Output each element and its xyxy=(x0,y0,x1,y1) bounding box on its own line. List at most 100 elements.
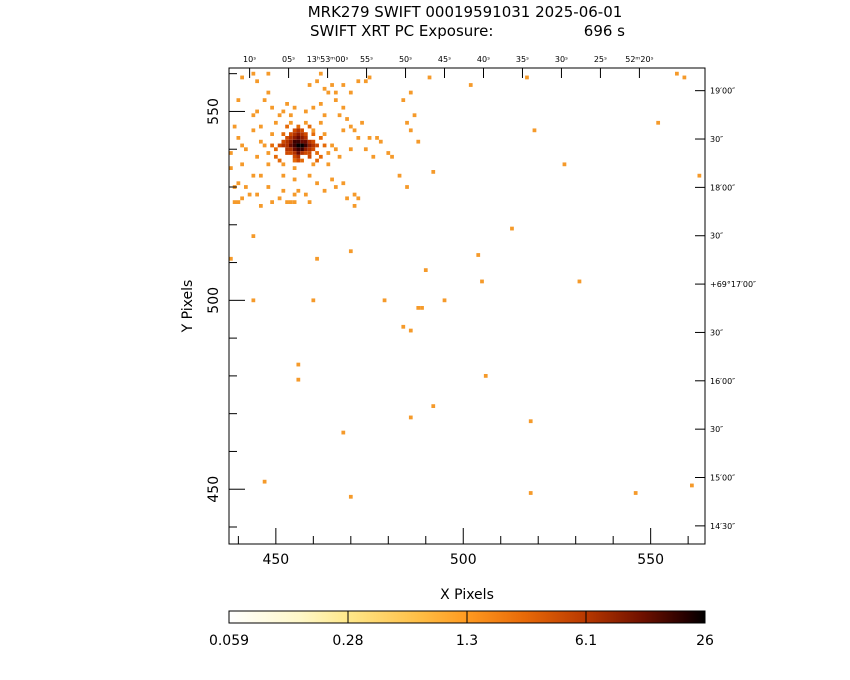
image-pixel xyxy=(633,491,638,495)
image-pixel xyxy=(315,143,319,148)
colorbar-label: 0.059 xyxy=(209,633,249,649)
image-pixel xyxy=(337,154,342,159)
image-pixel xyxy=(292,132,297,136)
image-pixel xyxy=(318,154,323,159)
chart-title: MRK279 SWIFT 00019591031 2025-06-01 xyxy=(308,3,623,21)
image-pixel xyxy=(292,147,297,152)
image-pixel xyxy=(341,105,346,110)
image-pixel xyxy=(251,128,256,133)
colorbar-label: 26 xyxy=(696,633,714,649)
image-pixel xyxy=(367,75,372,80)
image-pixel xyxy=(266,90,271,95)
image-pixel xyxy=(326,90,331,95)
y-tick-label: 550 xyxy=(206,98,222,125)
image-pixel xyxy=(251,173,256,178)
image-pixel xyxy=(525,75,529,80)
image-pixel xyxy=(412,113,417,118)
image-pixel xyxy=(285,147,289,152)
image-pixel xyxy=(330,83,334,87)
image-pixel xyxy=(326,151,331,155)
image-pixel xyxy=(307,200,312,204)
dec-tick-label: 30″ xyxy=(710,135,723,144)
image-pixel xyxy=(281,132,286,136)
image-pixel xyxy=(528,419,533,424)
image-pixel xyxy=(251,71,256,76)
image-pixel xyxy=(277,196,282,201)
image-pixel xyxy=(296,158,301,163)
dec-tick-label: 30″ xyxy=(710,425,723,434)
image-pixel xyxy=(296,188,301,193)
image-pixel xyxy=(300,147,304,152)
image-pixel xyxy=(255,154,259,159)
ra-tick-label: 30ˢ xyxy=(555,55,568,64)
image-pixel xyxy=(229,151,233,155)
image-pixel xyxy=(408,90,413,95)
image-pixel xyxy=(300,136,304,140)
ra-tick-label: 50ˢ xyxy=(399,55,412,64)
image-pixel xyxy=(285,139,289,144)
image-pixel xyxy=(322,132,327,136)
image-pixel xyxy=(416,139,421,144)
image-pixel xyxy=(277,113,282,118)
ra-tick-label: 40ˢ xyxy=(477,55,490,64)
image-pixel xyxy=(266,185,271,189)
image-pixel xyxy=(285,151,289,155)
image-pixel xyxy=(303,143,308,148)
image-pixel xyxy=(423,268,428,272)
image-pixel xyxy=(348,147,353,152)
image-pixel xyxy=(285,143,289,148)
image-pixel xyxy=(311,162,316,167)
image-pixel xyxy=(367,136,372,140)
colorbar-ticks: 0.059 0.28 1.3 6.1 26 xyxy=(209,611,714,649)
image-pixel xyxy=(285,136,289,140)
image-pixel xyxy=(345,196,349,201)
image-pixel xyxy=(251,234,256,238)
image-pixel xyxy=(307,151,312,155)
image-pixel xyxy=(468,83,473,87)
image-pixel xyxy=(322,143,327,148)
image-pixel xyxy=(311,143,316,148)
image-pixel xyxy=(292,154,297,159)
image-pixel xyxy=(292,151,297,155)
image-pixel xyxy=(333,147,338,152)
image-pixel xyxy=(483,374,488,378)
image-pixel xyxy=(341,83,346,87)
image-pixel xyxy=(480,279,484,284)
image-pixel xyxy=(697,173,702,178)
image-pixel xyxy=(386,151,391,155)
image-pixel xyxy=(251,298,256,303)
image-pixel xyxy=(292,200,297,204)
image-pixel xyxy=(311,132,316,136)
image-pixel xyxy=(690,483,694,488)
image-pixel xyxy=(300,143,304,148)
image-pixel xyxy=(296,139,301,144)
image-pixel xyxy=(337,113,342,118)
image-pixel xyxy=(476,253,481,257)
chart-subtitle-value: 696 s xyxy=(584,22,625,40)
image-pixel xyxy=(532,128,537,133)
image-pixel xyxy=(270,200,274,204)
image-pixel xyxy=(288,139,293,144)
image-pixel xyxy=(262,98,267,102)
image-pixel xyxy=(281,139,286,144)
image-pixel xyxy=(405,185,409,189)
image-pixel xyxy=(352,204,357,208)
image-pixel xyxy=(303,132,308,136)
image-pixel xyxy=(258,139,263,144)
image-pixel xyxy=(288,132,293,136)
image-pixel xyxy=(318,102,323,106)
image-pixel xyxy=(431,404,436,408)
dec-tick-label: 30″ xyxy=(710,328,723,337)
image-pixel xyxy=(300,128,304,133)
image-pixel xyxy=(656,120,661,125)
image-pixel xyxy=(408,415,413,420)
image-pixel xyxy=(348,494,353,499)
image-pixel xyxy=(352,192,357,197)
image-pixel xyxy=(348,249,353,254)
image-pixel xyxy=(562,162,567,167)
image-pixel xyxy=(281,109,286,114)
image-pixel xyxy=(510,226,514,231)
image-pixel xyxy=(315,158,319,163)
image-pixel xyxy=(333,90,338,95)
